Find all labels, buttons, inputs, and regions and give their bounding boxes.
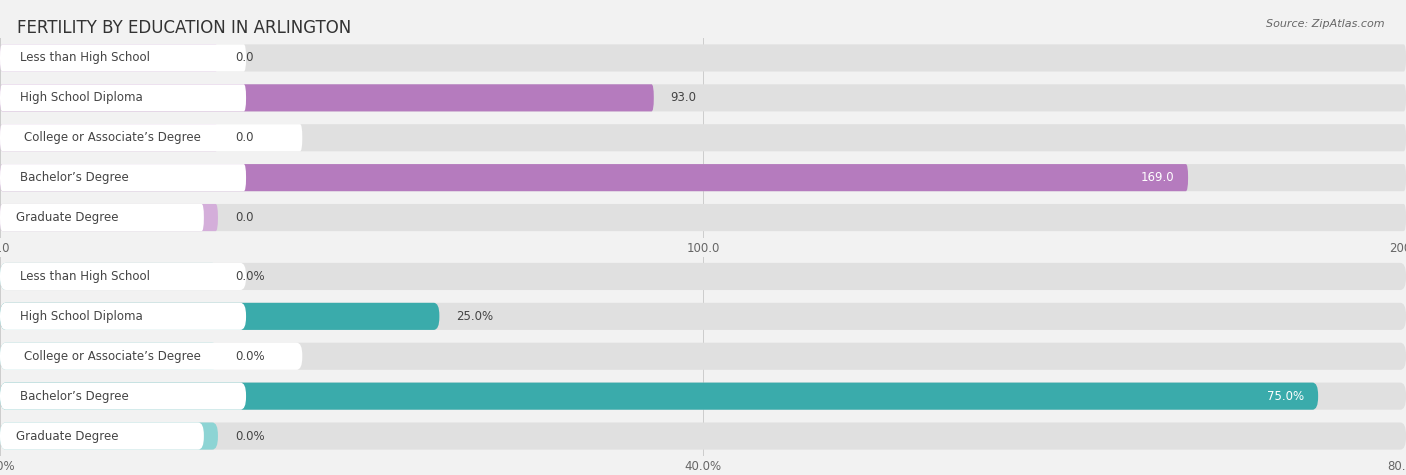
FancyBboxPatch shape — [0, 124, 1406, 152]
FancyBboxPatch shape — [0, 164, 1188, 191]
Text: College or Associate’s Degree: College or Associate’s Degree — [24, 131, 201, 144]
FancyBboxPatch shape — [0, 44, 246, 72]
FancyBboxPatch shape — [0, 382, 246, 410]
FancyBboxPatch shape — [0, 164, 246, 191]
FancyBboxPatch shape — [0, 382, 1319, 410]
FancyBboxPatch shape — [0, 204, 204, 231]
FancyBboxPatch shape — [0, 124, 218, 152]
FancyBboxPatch shape — [0, 382, 1406, 410]
FancyBboxPatch shape — [0, 44, 218, 72]
Text: 25.0%: 25.0% — [456, 310, 494, 323]
Text: 0.0: 0.0 — [235, 131, 253, 144]
FancyBboxPatch shape — [0, 342, 302, 370]
Text: Bachelor’s Degree: Bachelor’s Degree — [20, 171, 128, 184]
FancyBboxPatch shape — [0, 204, 218, 231]
Text: 0.0: 0.0 — [235, 211, 253, 224]
FancyBboxPatch shape — [0, 263, 218, 290]
FancyBboxPatch shape — [0, 44, 1406, 72]
FancyBboxPatch shape — [0, 422, 204, 450]
FancyBboxPatch shape — [0, 263, 1406, 290]
Text: 0.0%: 0.0% — [235, 270, 264, 283]
FancyBboxPatch shape — [0, 422, 218, 450]
Text: 0.0%: 0.0% — [235, 429, 264, 443]
Text: Bachelor’s Degree: Bachelor’s Degree — [20, 390, 128, 403]
FancyBboxPatch shape — [0, 84, 654, 112]
FancyBboxPatch shape — [0, 84, 246, 112]
FancyBboxPatch shape — [0, 422, 1406, 450]
FancyBboxPatch shape — [0, 204, 1406, 231]
Text: 0.0: 0.0 — [235, 51, 253, 65]
FancyBboxPatch shape — [0, 303, 246, 330]
FancyBboxPatch shape — [0, 164, 1406, 191]
Text: High School Diploma: High School Diploma — [20, 310, 142, 323]
Text: 75.0%: 75.0% — [1267, 390, 1305, 403]
Text: Less than High School: Less than High School — [20, 51, 149, 65]
Text: Less than High School: Less than High School — [20, 270, 149, 283]
FancyBboxPatch shape — [0, 124, 302, 152]
FancyBboxPatch shape — [0, 303, 1406, 330]
Text: 0.0%: 0.0% — [235, 350, 264, 363]
FancyBboxPatch shape — [0, 342, 1406, 370]
FancyBboxPatch shape — [0, 263, 246, 290]
Text: FERTILITY BY EDUCATION IN ARLINGTON: FERTILITY BY EDUCATION IN ARLINGTON — [17, 19, 352, 37]
FancyBboxPatch shape — [0, 303, 439, 330]
FancyBboxPatch shape — [0, 342, 218, 370]
Text: High School Diploma: High School Diploma — [20, 91, 142, 104]
Text: Graduate Degree: Graduate Degree — [17, 211, 120, 224]
Text: 169.0: 169.0 — [1140, 171, 1174, 184]
Text: Source: ZipAtlas.com: Source: ZipAtlas.com — [1267, 19, 1385, 29]
Text: 93.0: 93.0 — [671, 91, 696, 104]
Text: College or Associate’s Degree: College or Associate’s Degree — [24, 350, 201, 363]
FancyBboxPatch shape — [0, 84, 1406, 112]
Text: Graduate Degree: Graduate Degree — [17, 429, 120, 443]
